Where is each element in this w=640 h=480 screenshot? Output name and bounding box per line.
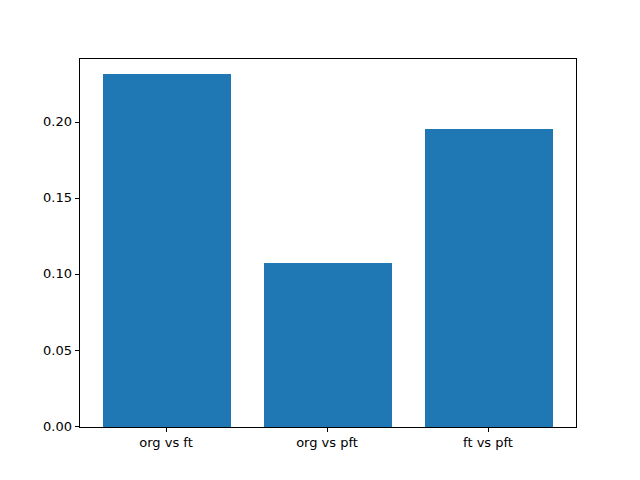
y-tick-label: 0.15 [24,191,72,204]
x-tick-mark [166,428,167,432]
bar-org-vs-pft [264,263,393,427]
y-tick-label: 0.20 [24,115,72,128]
y-tick-mark [75,426,79,427]
bar-ft-vs-pft [425,129,554,427]
y-tick-mark [75,198,79,199]
y-tick-label: 0.10 [24,267,72,280]
x-tick-label: org vs ft [106,436,226,449]
y-tick-mark [75,274,79,275]
y-tick-mark [75,350,79,351]
bar-chart-figure: 0.00 0.05 0.10 0.15 0.20 org vs ft org vs pft f… [0,0,640,480]
x-tick-label: org vs pft [267,436,387,449]
x-tick-mark [488,428,489,432]
y-tick-mark [75,122,79,123]
x-tick-label: ft vs pft [428,436,548,449]
x-tick-mark [327,428,328,432]
plot-area [79,58,577,428]
y-tick-label: 0.05 [24,344,72,357]
y-tick-label: 0.00 [24,420,72,433]
bar-org-vs-ft [103,74,232,427]
